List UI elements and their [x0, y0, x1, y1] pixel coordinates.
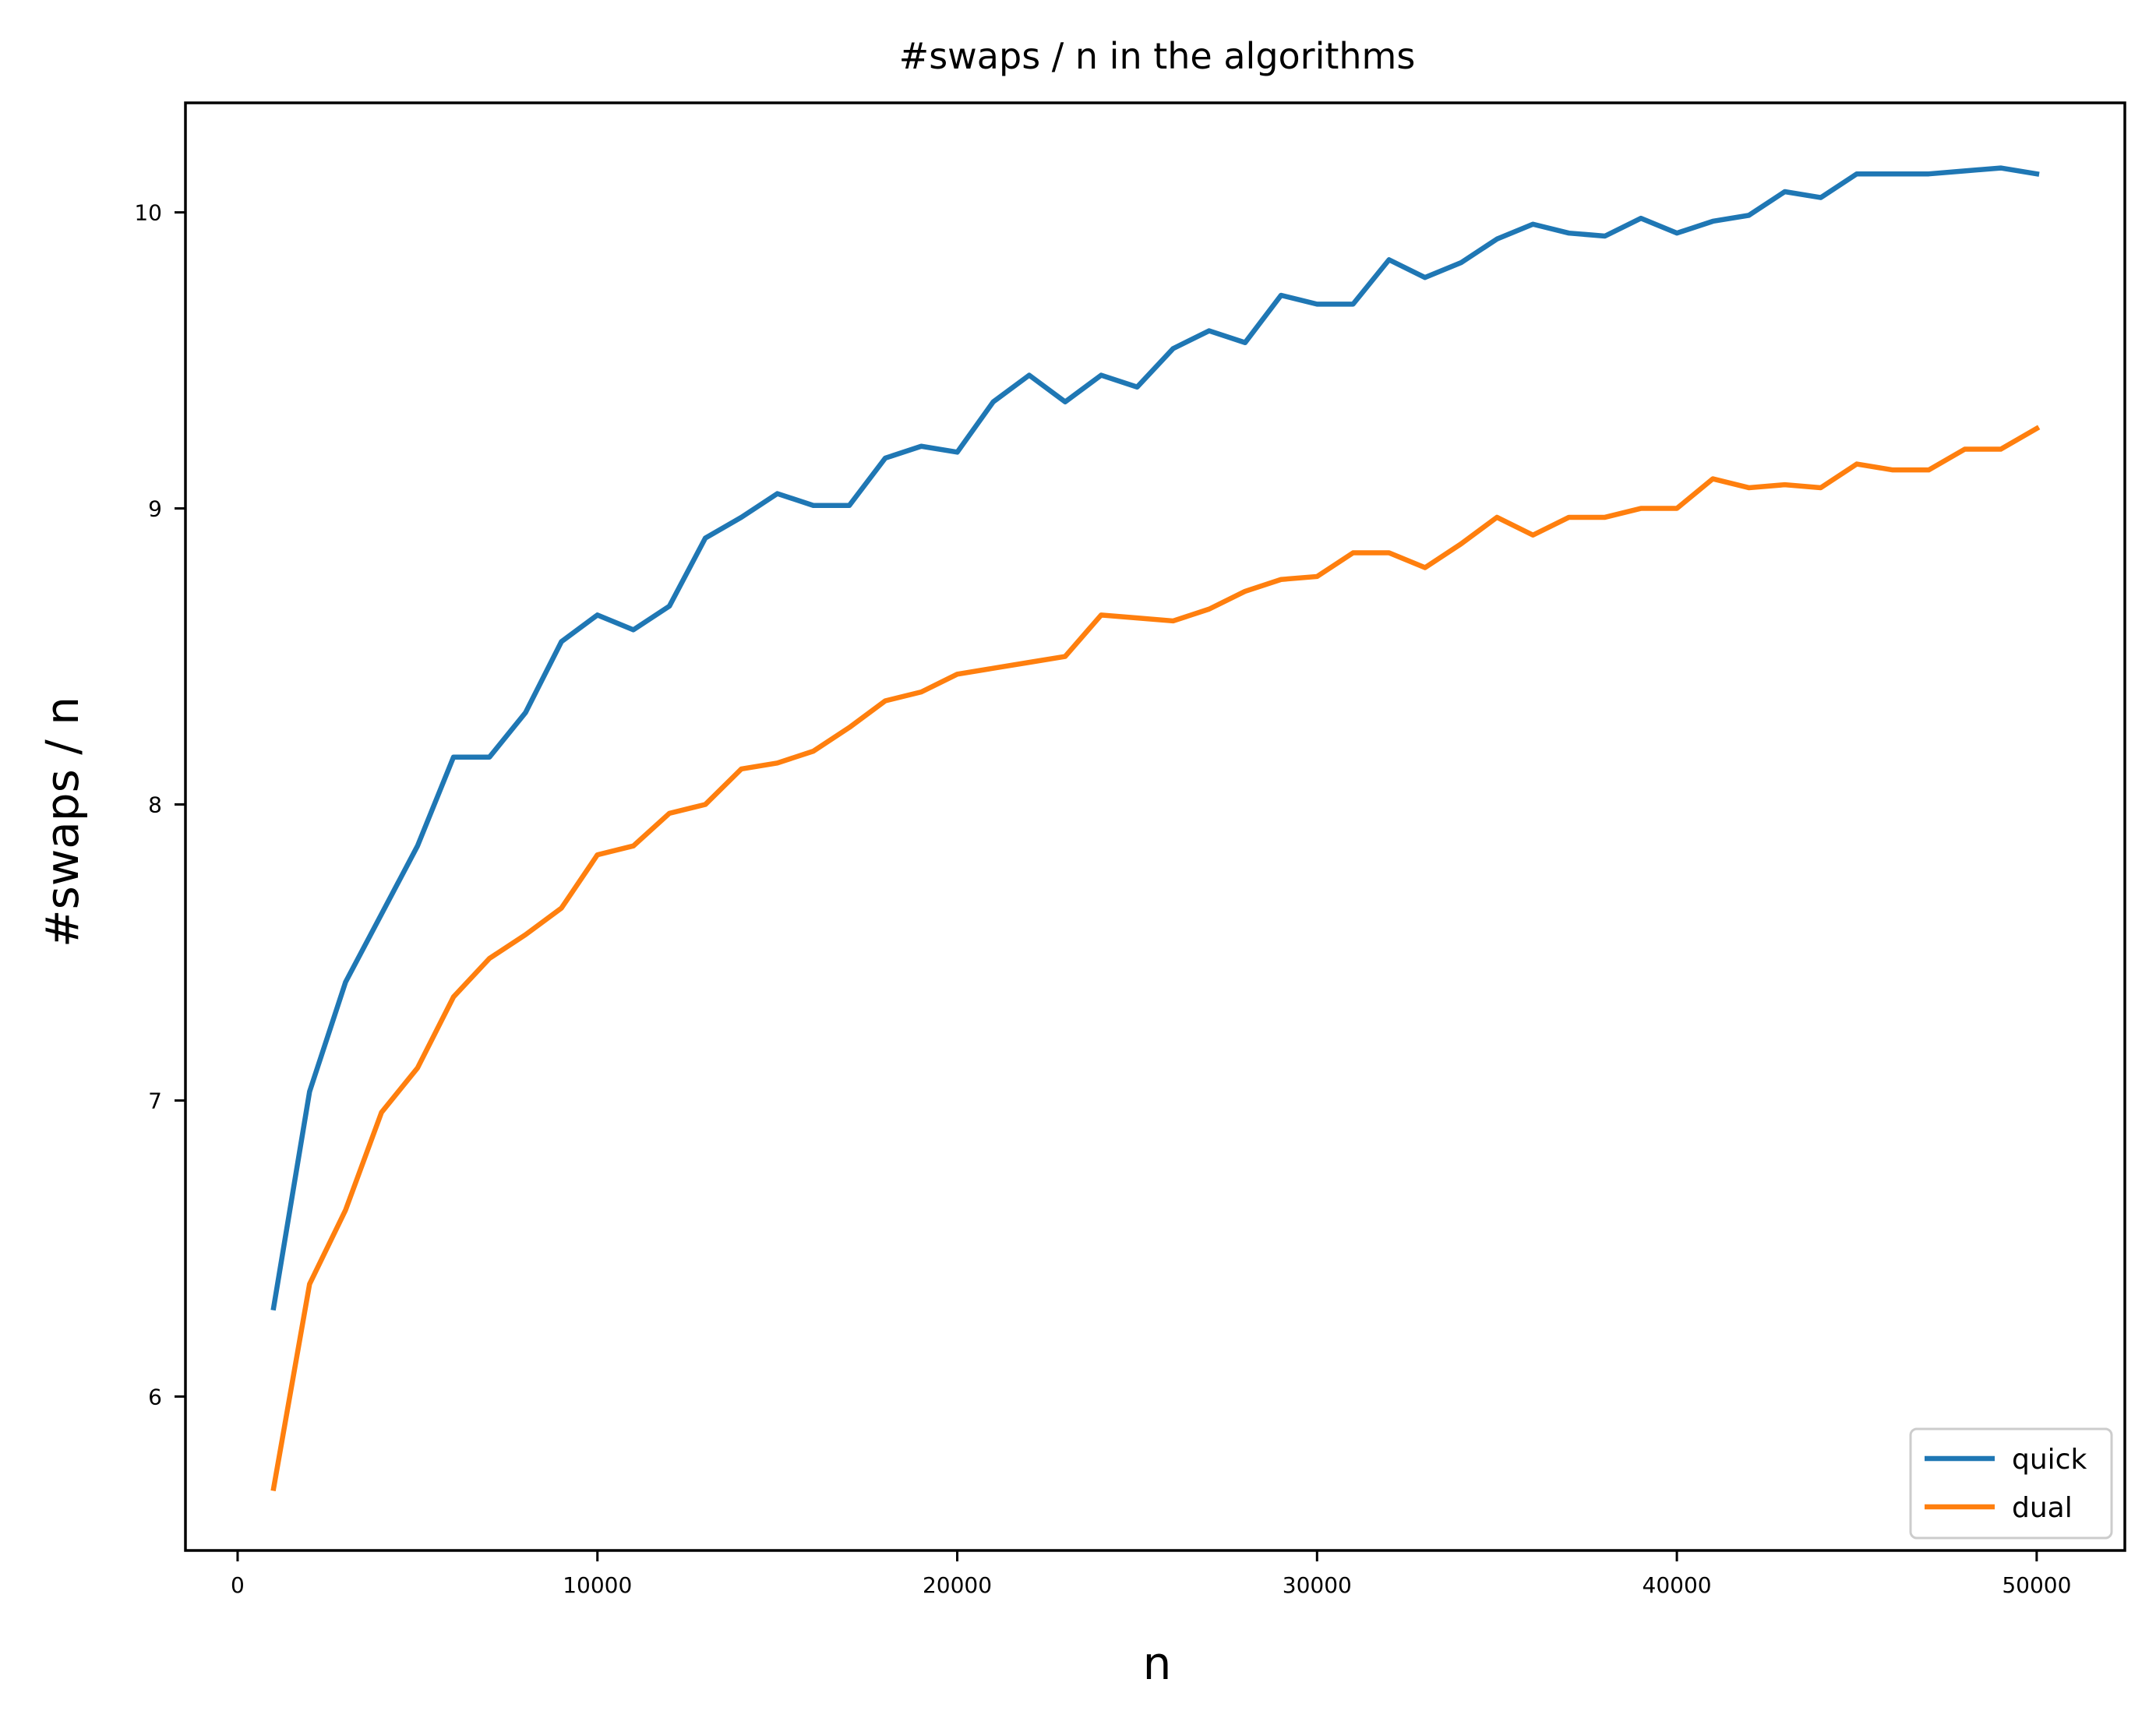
x-tick-label: 0 [231, 1572, 245, 1598]
y-axis-label: #swaps / n [36, 697, 89, 947]
chart-title: #swaps / n in the algorithms [899, 35, 1416, 77]
legend-label-dual: dual [2012, 1492, 2073, 1524]
y-tick-label: 10 [134, 200, 162, 226]
y-tick-label: 9 [148, 496, 162, 522]
axes-frame [184, 101, 2126, 1552]
x-axis-label: n [1143, 1637, 1172, 1690]
legend-label-quick: quick [2012, 1444, 2087, 1476]
x-tick-label: 50000 [2002, 1572, 2071, 1598]
series-line-quick [270, 165, 2040, 1311]
x-tick-label: 40000 [1643, 1572, 1712, 1598]
y-tick-label: 7 [148, 1088, 162, 1113]
series-line-dual [270, 425, 2041, 1491]
x-tick-label: 20000 [923, 1572, 992, 1598]
y-tick-label: 6 [148, 1384, 162, 1409]
y-tick-label: 8 [148, 792, 162, 818]
plot-area: 0 10000 20000 30000 40000 50000 6 7 8 9 10 quick dua… [134, 101, 2126, 1598]
legend: quick dual [1909, 1427, 2113, 1540]
x-tick-label: 10000 [563, 1572, 632, 1598]
x-tick-label: 30000 [1283, 1572, 1352, 1598]
